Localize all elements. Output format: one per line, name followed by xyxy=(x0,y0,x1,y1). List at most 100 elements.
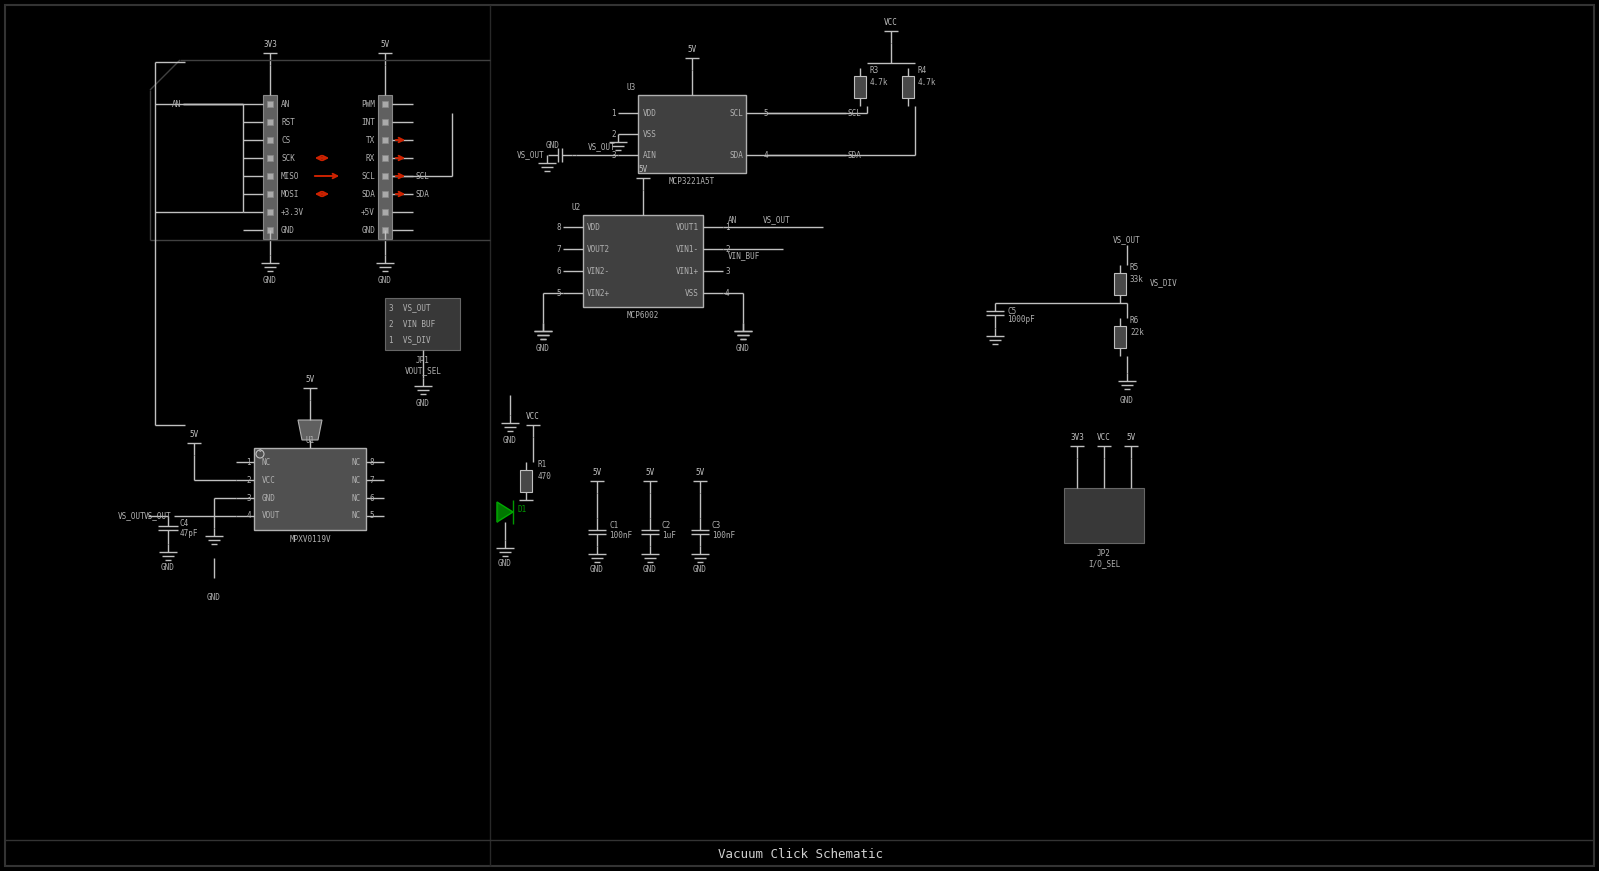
Text: 3: 3 xyxy=(246,494,251,503)
Text: 4.7k: 4.7k xyxy=(918,78,937,86)
Bar xyxy=(382,155,389,161)
Text: VCC: VCC xyxy=(1097,433,1111,442)
Text: C1: C1 xyxy=(609,522,619,530)
Text: JP2: JP2 xyxy=(1097,549,1111,557)
Bar xyxy=(1115,326,1126,348)
Text: GND: GND xyxy=(361,226,376,234)
Text: 2: 2 xyxy=(611,130,616,138)
Text: MISO: MISO xyxy=(281,172,299,180)
Bar xyxy=(267,101,273,107)
Text: 5V: 5V xyxy=(688,45,697,54)
Bar xyxy=(382,191,389,197)
Text: GND: GND xyxy=(590,565,604,575)
Text: GND: GND xyxy=(504,436,516,444)
Text: 3: 3 xyxy=(611,151,616,159)
Text: GND: GND xyxy=(536,343,550,353)
Text: +5V: +5V xyxy=(361,207,376,217)
Text: SDA: SDA xyxy=(847,151,862,159)
Text: GND: GND xyxy=(262,494,277,503)
Text: 3  VS_OUT: 3 VS_OUT xyxy=(389,303,430,313)
Text: R3: R3 xyxy=(870,65,879,75)
Text: 8: 8 xyxy=(369,457,374,467)
Text: 5V: 5V xyxy=(305,375,315,384)
Text: 5: 5 xyxy=(369,511,374,521)
Bar xyxy=(1115,273,1126,295)
Text: U2: U2 xyxy=(572,202,580,212)
Text: Vacuum Click Schematic: Vacuum Click Schematic xyxy=(718,848,883,861)
Text: VS_OUT: VS_OUT xyxy=(588,143,616,152)
Text: 5V: 5V xyxy=(189,430,198,439)
Text: R1: R1 xyxy=(537,460,547,469)
Bar xyxy=(267,173,273,179)
Text: 5: 5 xyxy=(556,288,561,298)
Bar xyxy=(385,298,461,350)
Text: 22k: 22k xyxy=(1130,327,1143,336)
Bar xyxy=(638,95,747,173)
Text: JP1: JP1 xyxy=(416,355,430,364)
Text: R5: R5 xyxy=(1130,262,1138,272)
Text: GND: GND xyxy=(206,593,221,603)
Bar xyxy=(267,227,273,233)
Text: 5V: 5V xyxy=(646,468,654,477)
Bar xyxy=(382,101,389,107)
Text: 1uF: 1uF xyxy=(662,531,676,541)
Text: AN: AN xyxy=(281,99,291,109)
Text: SCL: SCL xyxy=(416,172,430,180)
Text: D1: D1 xyxy=(516,505,526,515)
Text: CS: CS xyxy=(281,136,291,145)
Text: VIN2+: VIN2+ xyxy=(587,288,611,298)
Polygon shape xyxy=(297,420,321,440)
Text: RST: RST xyxy=(281,118,294,126)
Text: 5V: 5V xyxy=(638,165,648,174)
Text: AN: AN xyxy=(728,215,737,225)
Text: 2: 2 xyxy=(724,245,729,253)
Text: TX: TX xyxy=(366,136,376,145)
Text: 1: 1 xyxy=(611,109,616,118)
Text: 4: 4 xyxy=(246,511,251,521)
Bar xyxy=(267,209,273,215)
Text: VDD: VDD xyxy=(643,109,657,118)
Text: +3.3V: +3.3V xyxy=(281,207,304,217)
Text: 6: 6 xyxy=(556,267,561,275)
Bar xyxy=(382,173,389,179)
Text: 3: 3 xyxy=(724,267,729,275)
Text: SDA: SDA xyxy=(416,190,430,199)
Text: MCP3221A5T: MCP3221A5T xyxy=(668,177,715,186)
Text: GND: GND xyxy=(497,559,512,569)
Bar xyxy=(267,191,273,197)
Text: SCL: SCL xyxy=(729,109,744,118)
Text: R6: R6 xyxy=(1130,315,1138,325)
Bar xyxy=(267,119,273,125)
Text: C5: C5 xyxy=(1007,307,1017,315)
Bar xyxy=(377,95,392,239)
Text: MOSI: MOSI xyxy=(281,190,299,199)
Text: VOUT: VOUT xyxy=(262,511,280,521)
Text: AIN: AIN xyxy=(643,151,657,159)
Bar xyxy=(267,155,273,161)
Text: SCL: SCL xyxy=(847,109,862,118)
Text: 1: 1 xyxy=(246,457,251,467)
Text: VDD: VDD xyxy=(587,222,601,232)
Bar xyxy=(382,209,389,215)
Text: °: ° xyxy=(257,449,262,458)
Text: 8: 8 xyxy=(556,222,561,232)
Text: VSS: VSS xyxy=(643,130,657,138)
Text: 1000pF: 1000pF xyxy=(1007,314,1035,323)
Text: SDA: SDA xyxy=(729,151,744,159)
Text: NC: NC xyxy=(262,457,272,467)
Text: 5V: 5V xyxy=(696,468,705,477)
Text: GND: GND xyxy=(643,565,657,575)
Text: VSS: VSS xyxy=(684,288,699,298)
Text: VIN1+: VIN1+ xyxy=(676,267,699,275)
Text: VS_OUT: VS_OUT xyxy=(516,151,545,159)
Bar xyxy=(382,119,389,125)
Text: 6: 6 xyxy=(369,494,374,503)
Text: 7: 7 xyxy=(556,245,561,253)
Bar xyxy=(520,470,532,492)
Text: 100nF: 100nF xyxy=(609,531,632,541)
Text: U3: U3 xyxy=(627,83,636,91)
Text: GND: GND xyxy=(736,343,750,353)
Text: VOUT1: VOUT1 xyxy=(676,222,699,232)
Text: VS_OUT: VS_OUT xyxy=(1113,235,1140,245)
Text: GND: GND xyxy=(1119,395,1134,404)
